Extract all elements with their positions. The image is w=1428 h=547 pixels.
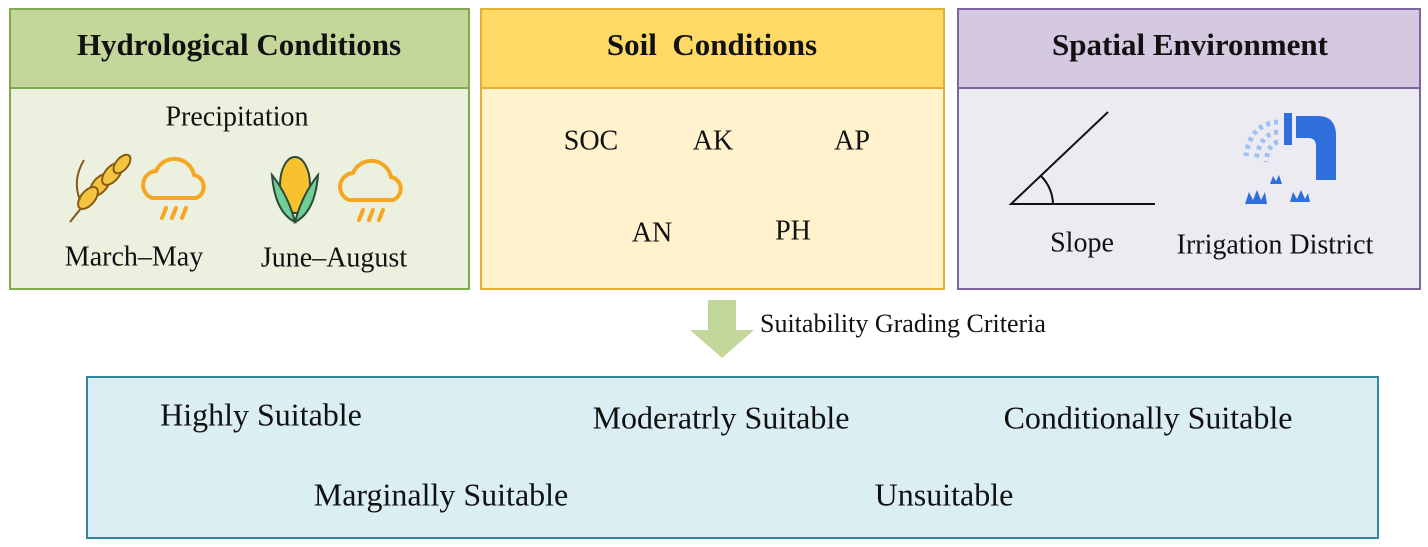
panel-title: Soil Conditions: [607, 27, 817, 62]
grade: Marginally Suitable: [314, 476, 568, 512]
item: March–May: [65, 241, 203, 272]
panel-header: [480, 8, 945, 89]
panel-header: [957, 8, 1421, 89]
grade: Moderatrly Suitable: [593, 399, 850, 435]
item: June–August: [261, 242, 407, 273]
grade: Conditionally Suitable: [1004, 399, 1293, 435]
grades-box: [86, 376, 1379, 539]
slope-icon: [1008, 111, 1155, 205]
irrigation-icon: [1243, 113, 1336, 204]
item: Slope: [1050, 227, 1114, 258]
subtitle: Precipitation: [165, 101, 308, 132]
wheat-icon: [69, 153, 132, 223]
panel-title: Spatial Environment: [1052, 27, 1329, 62]
corn-icon: [270, 156, 320, 224]
rain-cloud-icon: [141, 156, 206, 220]
item: SOC: [564, 125, 618, 156]
arrow-label: Suitability Grading Criteria: [760, 309, 1046, 338]
panel-header: [9, 8, 470, 89]
item: AN: [632, 217, 672, 248]
item: AK: [693, 125, 733, 156]
grade: Highly Suitable: [160, 396, 362, 432]
grade: Unsuitable: [875, 476, 1014, 512]
item: Irrigation District: [1177, 229, 1374, 260]
rain-cloud-icon: [338, 158, 403, 222]
panel-title: Hydrological Conditions: [77, 27, 401, 62]
item: AP: [834, 125, 870, 156]
arrow: [690, 300, 754, 358]
item: PH: [775, 215, 811, 246]
